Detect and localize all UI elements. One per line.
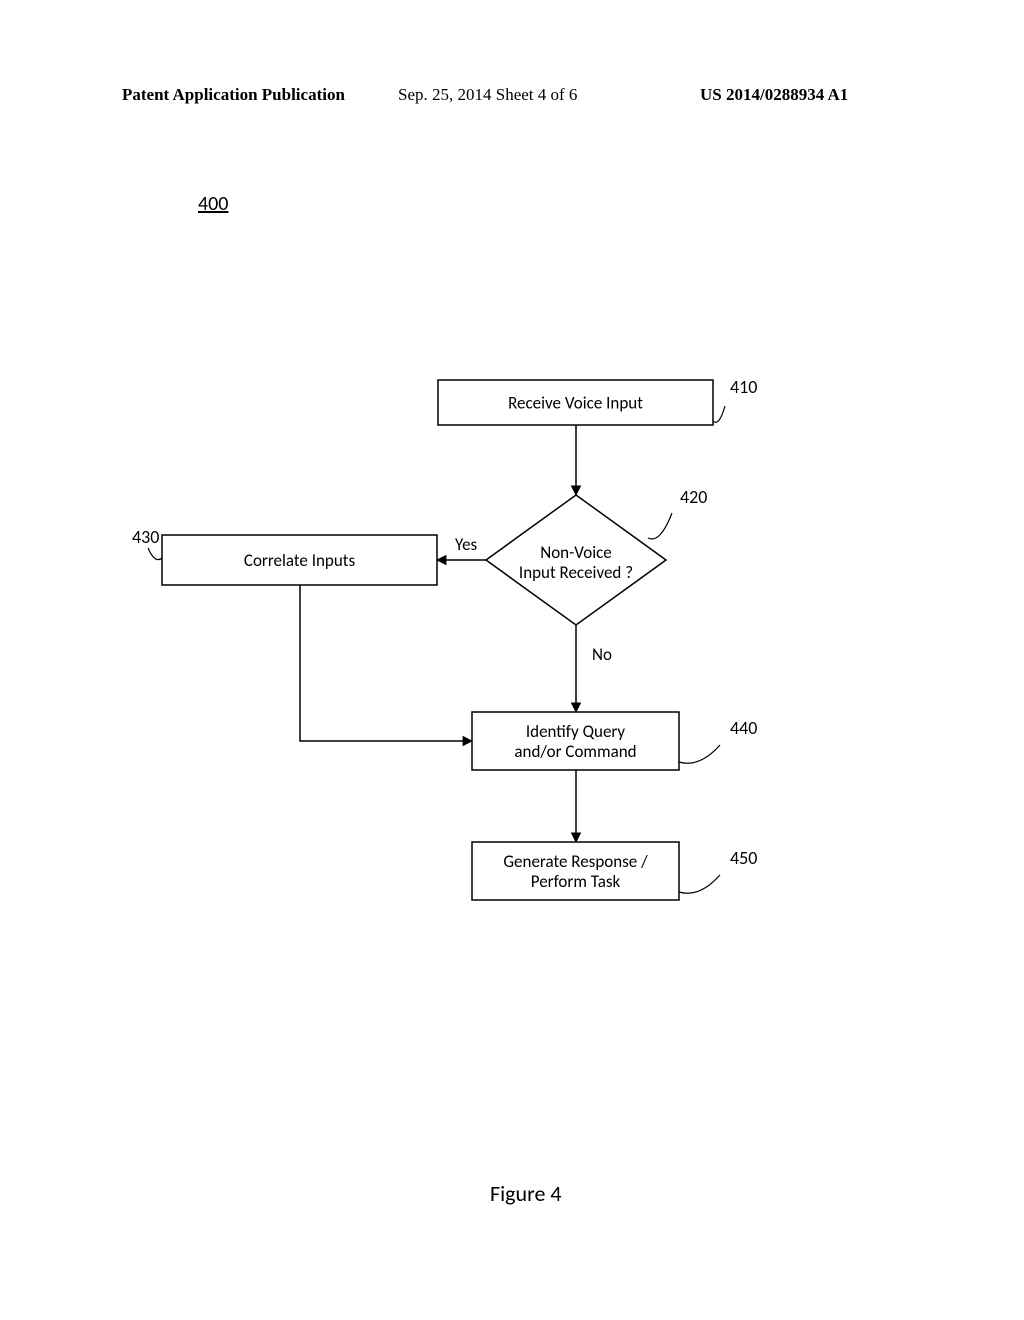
ref-label: 450: [730, 847, 757, 869]
flow-edge: [300, 585, 472, 741]
flow-edge-label: Yes: [455, 534, 478, 555]
flow-node-label: Identify Query: [526, 721, 626, 742]
flow-node-label: Non-Voice: [540, 542, 612, 563]
flow-node-label: and/or Command: [514, 741, 636, 762]
flowchart-svg: Receive Voice Input 410 Non-VoiceInput Rec…: [0, 0, 1024, 1320]
page: Patent Application Publication Sep. 25, …: [0, 0, 1024, 1320]
ref-leader: [148, 548, 162, 560]
flow-node-label: Correlate Inputs: [244, 550, 356, 571]
ref-leader: [648, 513, 672, 539]
flow-node-label: Generate Response /: [503, 851, 648, 872]
ref-label: 440: [730, 717, 757, 739]
flow-node-label: Perform Task: [531, 871, 621, 892]
flow-node-label: Input Received ?: [519, 562, 633, 583]
ref-label: 410: [730, 376, 757, 398]
ref-leader: [713, 406, 725, 422]
ref-leader: [679, 875, 720, 893]
ref-leader: [679, 745, 720, 763]
flow-edge-label: No: [592, 644, 612, 665]
flow-node-label: Receive Voice Input: [508, 393, 643, 414]
figure-caption: Figure 4: [490, 1180, 562, 1207]
ref-label: 430: [132, 526, 159, 548]
ref-label: 420: [680, 486, 707, 508]
